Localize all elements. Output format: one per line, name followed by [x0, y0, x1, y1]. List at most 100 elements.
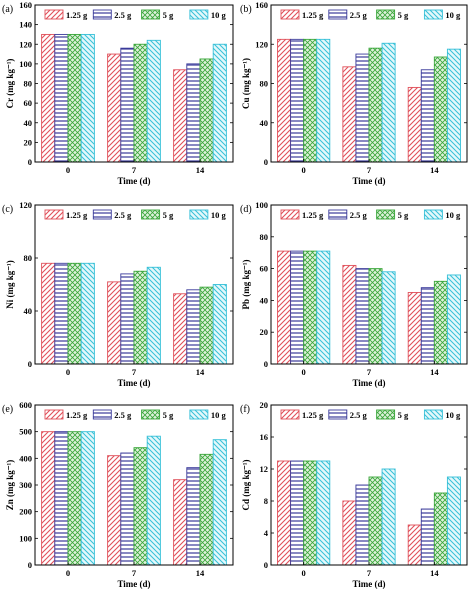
y-tick-label: 40	[24, 118, 33, 128]
y-tick-label: 20	[260, 327, 269, 337]
bar-25g-day0	[54, 262, 69, 365]
legend-swatch	[376, 409, 396, 420]
bar-125g-day14	[407, 524, 422, 566]
bar-25g-day14	[420, 69, 435, 163]
bar-10g-day7	[381, 271, 396, 365]
bar-5g-day7	[133, 270, 148, 365]
bar-10g-day7	[381, 468, 396, 566]
panel-label: (e)	[2, 404, 13, 415]
legend-swatch	[189, 9, 209, 20]
bar-5g-day0	[303, 250, 318, 365]
bar-10g-day14	[212, 43, 227, 163]
legend-swatch	[423, 9, 443, 20]
y-tick-label: 600	[19, 400, 32, 410]
legend-swatch	[141, 209, 161, 220]
legend-swatch	[189, 209, 209, 220]
y-tick-label: 100	[19, 59, 32, 69]
legend-swatch	[92, 209, 112, 220]
bar-10g-day0	[80, 33, 95, 163]
bar-25g-day0	[290, 250, 305, 365]
x-tick-label: 0	[302, 165, 306, 175]
x-tick-label: 14	[430, 568, 439, 578]
legend-swatch	[376, 9, 396, 20]
legend-swatch	[328, 409, 348, 420]
bar-5g-day0	[67, 431, 82, 566]
legend-label: 5 g	[398, 410, 409, 420]
plot-frame	[270, 404, 468, 566]
bar-25g-day14	[420, 287, 435, 365]
legend-label: 5 g	[163, 210, 174, 220]
bar-125g-day14	[407, 292, 422, 365]
legend-label: 2.5 g	[114, 410, 132, 420]
bar-5g-day7	[368, 47, 383, 163]
chart-panel-c: (c) 0 40 80 120 0 7 14 Time (d) Ni (mg kg⁻¹) 1.25 …	[2, 200, 234, 388]
bar-25g-day14	[420, 508, 435, 566]
y-tick-label: 140	[19, 20, 32, 30]
legend-label: 5 g	[398, 210, 409, 220]
legend-label: 10 g	[211, 210, 227, 220]
x-tick-label: 7	[132, 165, 137, 175]
y-tick-label: 16	[260, 432, 269, 442]
bar-25g-day7	[120, 273, 135, 365]
legend-label: 10 g	[445, 210, 461, 220]
bar-10g-day0	[316, 250, 331, 365]
y-tick-label: 0	[28, 359, 32, 369]
x-tick-label: 0	[302, 568, 306, 578]
bar-10g-day14	[446, 476, 461, 566]
legend-label: 1.25 g	[302, 10, 324, 20]
y-tick-label: 60	[24, 98, 33, 108]
panel-label: (c)	[2, 204, 13, 215]
x-tick-label: 14	[196, 367, 205, 377]
y-tick-label: 0	[28, 157, 32, 167]
bar-25g-day0	[290, 38, 305, 163]
legend-swatch	[141, 9, 161, 20]
y-axis-label: Pb (mg kg⁻¹)	[241, 260, 251, 310]
y-tick-label: 160	[255, 0, 268, 10]
x-axis-label: Time (d)	[352, 579, 385, 589]
x-tick-label: 0	[66, 367, 70, 377]
bar-125g-day0	[41, 33, 56, 163]
legend-swatch	[189, 409, 209, 420]
legend-label: 10 g	[445, 410, 461, 420]
y-axis-label: Ni (mg kg⁻¹)	[5, 260, 15, 308]
y-tick-label: 300	[19, 480, 32, 490]
bar-5g-day7	[133, 43, 148, 163]
panel-label: (a)	[2, 4, 13, 15]
y-tick-label: 40	[260, 118, 269, 128]
bar-10g-day7	[146, 435, 161, 566]
y-tick-label: 40	[260, 295, 269, 305]
bar-5g-day0	[303, 460, 318, 566]
chart-panel-e: (e) 0 100 200 300 400 500 600 0 7 14 Time (d) Zn (mg…	[2, 400, 234, 589]
y-tick-label: 60	[260, 264, 269, 274]
bar-125g-day7	[107, 53, 122, 163]
legend-swatch	[44, 409, 64, 420]
y-tick-label: 0	[264, 359, 268, 369]
y-tick-label: 12	[260, 464, 269, 474]
legend-label: 2.5 g	[350, 210, 368, 220]
x-tick-label: 14	[196, 165, 205, 175]
legend-label: 10 g	[445, 10, 461, 20]
y-tick-label: 40	[24, 306, 33, 316]
bar-25g-day7	[355, 53, 370, 163]
bar-25g-day0	[54, 33, 69, 163]
legend-swatch	[423, 409, 443, 420]
plot-frame	[34, 204, 234, 365]
x-axis-label: Time (d)	[117, 579, 150, 589]
bar-5g-day14	[199, 58, 214, 163]
chart-panel-b: (b) 0 40 80 120 160 0 7 14 Time (d) Cu (mg kg⁻¹) 1.…	[240, 0, 468, 186]
x-tick-label: 0	[66, 568, 70, 578]
chart-panel-d: (d) 0 20 40 60 80 100 0 7 14 Time (d) Pb (mg kg⁻¹) 1…	[240, 200, 468, 388]
legend-label: 2.5 g	[114, 10, 132, 20]
bar-5g-day7	[368, 268, 383, 365]
x-axis-label: Time (d)	[352, 176, 385, 186]
legend-swatch	[376, 209, 396, 220]
bar-25g-day7	[120, 47, 135, 163]
bar-5g-day14	[199, 286, 214, 365]
bar-10g-day0	[80, 262, 95, 365]
y-axis-label: Cu (mg kg⁻¹)	[241, 58, 251, 109]
bar-25g-day7	[120, 452, 135, 566]
bar-10g-day14	[212, 284, 227, 365]
bar-25g-day14	[186, 467, 201, 566]
legend-swatch	[92, 409, 112, 420]
